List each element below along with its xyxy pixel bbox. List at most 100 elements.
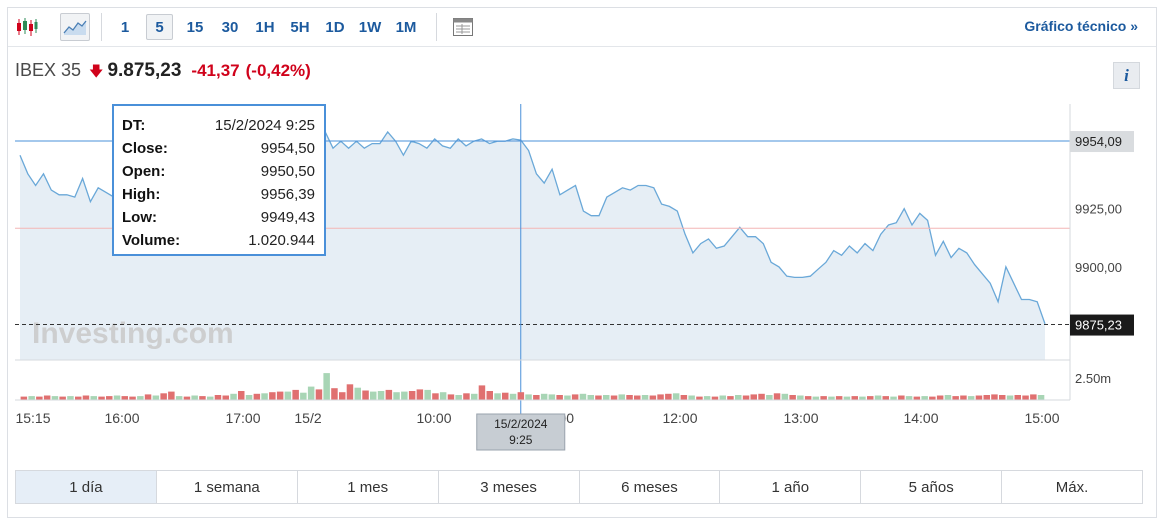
interval-1m[interactable]: 1M — [395, 18, 417, 36]
volume-bar — [455, 395, 462, 400]
volume-bar — [882, 396, 889, 400]
volume-bar — [370, 391, 377, 400]
crosshair-date-label: 9:25 — [509, 433, 533, 447]
interval-30[interactable]: 30 — [221, 18, 239, 36]
interval-1d[interactable]: 1D — [325, 18, 345, 36]
range-3-months[interactable]: 3 meses — [439, 471, 580, 503]
volume-bar — [323, 373, 330, 400]
volume-bar — [385, 389, 393, 400]
y-value-box — [1070, 131, 1134, 153]
volume-bar — [408, 391, 416, 400]
x-tick-label: 15:15 — [15, 410, 50, 426]
volume-bar — [703, 396, 711, 400]
tooltip-row: Open: 9950,50 — [122, 160, 315, 183]
volume-bar — [90, 396, 97, 400]
toolbar-separator — [101, 13, 102, 41]
interval-5[interactable]: 5 — [146, 14, 173, 40]
volume-bar — [137, 396, 144, 400]
volume-bar — [509, 393, 517, 400]
volume-bar — [175, 396, 183, 400]
volume-bar — [331, 388, 338, 400]
range-5-years[interactable]: 5 años — [861, 471, 1003, 503]
range-1-month[interactable]: 1 mes — [298, 471, 439, 503]
volume-bar — [144, 394, 152, 400]
volume-bar — [525, 394, 532, 400]
volume-bar — [28, 396, 35, 400]
volume-bar — [238, 391, 245, 400]
volume-bar — [245, 395, 253, 400]
area-chart-icon[interactable] — [60, 13, 90, 41]
volume-bar — [797, 395, 804, 400]
volume-bar — [393, 392, 400, 400]
volume-bar — [160, 393, 167, 400]
tooltip-row: High: 9956,39 — [122, 183, 315, 206]
volume-axis-label: 2.50m — [1075, 371, 1111, 386]
technical-chart-link[interactable]: Gráfico técnico » — [1024, 18, 1138, 34]
volume-bar — [261, 393, 268, 400]
interval-1[interactable]: 1 — [120, 18, 130, 36]
crosshair-date-label: 15/2/2024 — [494, 417, 548, 431]
volume-bar — [478, 385, 486, 400]
interval-5h[interactable]: 5H — [290, 18, 310, 36]
tooltip-row: Close: 9954,50 — [122, 137, 315, 160]
y-value-label: 9954,09 — [1075, 134, 1122, 149]
volume-bar — [579, 393, 587, 400]
volume-bar — [999, 395, 1006, 400]
volume-bar — [781, 393, 789, 400]
x-tick-label: 10:00 — [416, 410, 451, 426]
volume-bar — [346, 384, 354, 400]
volume-bar — [626, 395, 633, 400]
y-tick-label: 9925,00 — [1075, 202, 1122, 217]
chart-widget — [7, 7, 1157, 518]
volume-bar — [36, 396, 43, 400]
volume-bar — [905, 396, 913, 400]
volume-bar — [874, 395, 882, 400]
volume-bar — [890, 396, 897, 400]
volume-bar — [59, 396, 66, 400]
volume-bar — [618, 394, 625, 400]
volume-bar — [750, 394, 757, 400]
volume-bar — [680, 395, 688, 400]
volume-bar — [113, 395, 121, 400]
tooltip-row: DT: 15/2/2024 9:25 — [122, 114, 315, 137]
volume-bar — [67, 396, 74, 400]
volume-bar — [967, 396, 975, 400]
info-button[interactable]: i — [1113, 62, 1140, 89]
volume-bar — [1014, 395, 1021, 400]
volume-bar — [587, 395, 594, 400]
volume-bar — [315, 389, 323, 400]
volume-bar — [603, 395, 610, 400]
range-1-year[interactable]: 1 año — [720, 471, 862, 503]
y-tick-label: 9900,00 — [1075, 260, 1122, 275]
interval-1w[interactable]: 1W — [358, 18, 382, 36]
volume-bar — [230, 393, 237, 400]
volume-bar — [610, 395, 618, 400]
x-tick-label: 12:00 — [662, 410, 697, 426]
volume-bar — [214, 395, 222, 400]
data-tooltip: DT: 15/2/2024 9:25 Close: 9954,50 Open: 995… — [112, 104, 326, 256]
table-view-icon[interactable] — [450, 13, 476, 41]
volume-bar — [665, 393, 672, 400]
volume-bar — [688, 395, 695, 400]
volume-bar — [657, 394, 664, 400]
range-6-months[interactable]: 6 meses — [580, 471, 721, 503]
volume-bar — [983, 395, 990, 400]
volume-bar — [571, 394, 579, 400]
interval-15[interactable]: 15 — [186, 18, 204, 36]
range-1-week[interactable]: 1 semana — [157, 471, 298, 503]
volume-bar — [649, 395, 657, 400]
volume-bar — [354, 387, 361, 400]
volume-bar — [929, 396, 936, 400]
range-max[interactable]: Máx. — [1055, 478, 1089, 496]
volume-bar — [269, 392, 276, 400]
tooltip-key: DT: — [122, 117, 146, 134]
range-1-day[interactable]: 1 día — [16, 471, 157, 503]
x-tick-label: 15/2 — [294, 410, 321, 426]
volume-bar — [742, 395, 750, 400]
candlestick-chart-icon[interactable] — [14, 13, 40, 41]
tooltip-value: 9954,50 — [260, 140, 315, 157]
volume-bar — [812, 396, 820, 400]
volume-bar — [641, 395, 649, 400]
interval-1h[interactable]: 1H — [255, 18, 275, 36]
